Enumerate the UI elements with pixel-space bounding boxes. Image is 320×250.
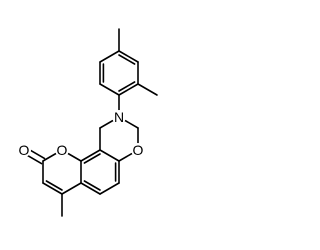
- atom-label: O: [19, 142, 30, 158]
- atom-label: O: [57, 142, 68, 158]
- molecule-diagram: N O O O: [17, 28, 158, 217]
- bonds: [21, 28, 158, 217]
- atom-label: O: [133, 142, 144, 158]
- atom-label: N: [114, 109, 124, 125]
- atom-labels: N O O O: [17, 109, 145, 158]
